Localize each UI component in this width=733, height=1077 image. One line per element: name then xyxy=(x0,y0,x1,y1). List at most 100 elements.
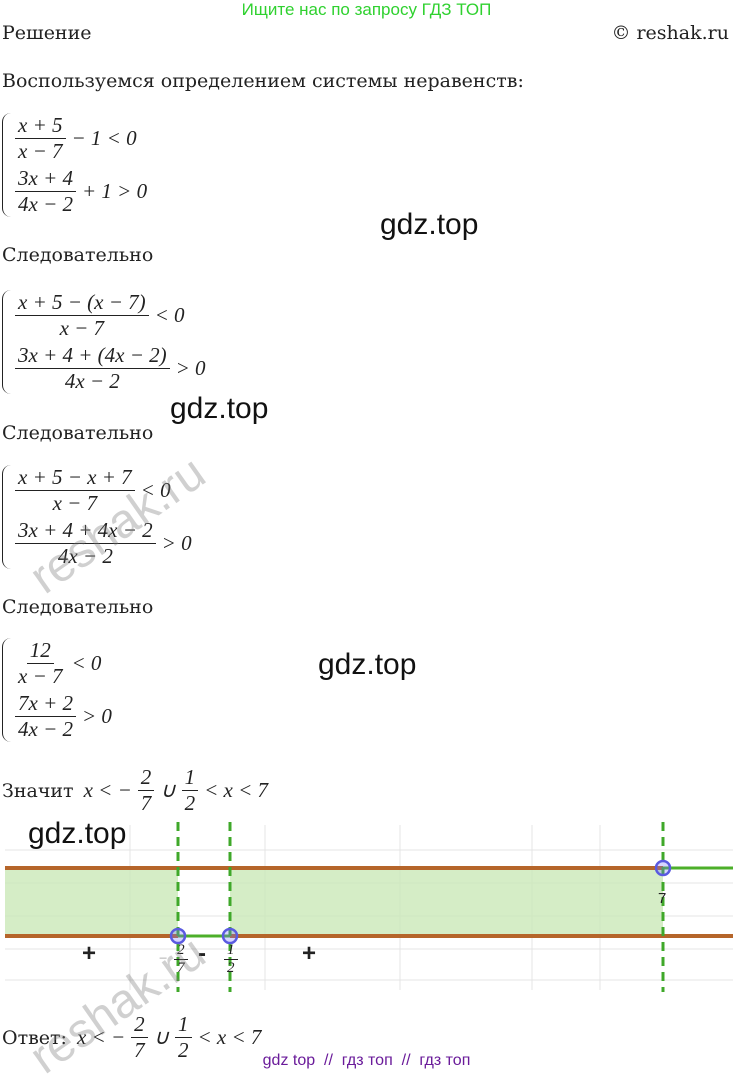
denominator: 4x − 2 xyxy=(18,717,73,741)
copyright: © reshak.ru xyxy=(611,22,729,44)
numerator: x + 5 − (x − 7) xyxy=(15,290,149,316)
numerator: 3x + 4 + 4x − 2 xyxy=(15,518,156,544)
expression: > 0 xyxy=(82,704,112,728)
inequality: 3x + 4 + (4x − 2) 4x − 2 > 0 xyxy=(13,343,210,394)
numerator: 3x + 4 + (4x − 2) xyxy=(15,343,170,369)
expression: > 0 xyxy=(175,356,206,380)
expression: x < − xyxy=(76,1025,126,1049)
connector: Следовательно xyxy=(2,244,154,266)
denominator: 4x − 2 xyxy=(64,369,120,393)
sign: + xyxy=(82,940,97,967)
system-rows: x + 5 − (x − 7) x − 7 < 0 3x + 4 + (4x − 2)… xyxy=(13,290,210,394)
inequality: 7x + 2 4x − 2 > 0 xyxy=(13,691,116,742)
watermark: gdz.top xyxy=(318,648,417,681)
brace xyxy=(2,113,11,217)
inequality: 12 x − 7 < 0 xyxy=(13,638,116,689)
inequality: x + 5 − (x − 7) x − 7 < 0 xyxy=(13,290,210,341)
expression: < 0 xyxy=(140,478,171,502)
numerator: x + 5 − x + 7 xyxy=(15,465,135,491)
numerator: 1 xyxy=(175,1012,192,1038)
watermark: gdz.top xyxy=(170,392,269,425)
numerator: 1 xyxy=(181,765,199,791)
sign: - xyxy=(198,940,206,967)
denominator: x − 7 xyxy=(18,664,63,688)
inequality-system: 12 x − 7 < 0 7x + 2 4x − 2 > 0 xyxy=(2,638,116,742)
denominator: x − 7 xyxy=(18,139,63,163)
brace xyxy=(2,638,11,742)
numerator: 2 xyxy=(137,765,155,791)
fraction: 3x + 4 + (4x − 2) 4x − 2 xyxy=(15,343,170,394)
brace xyxy=(2,290,11,394)
numerator: 12 xyxy=(26,638,54,664)
watermark: gdz.top xyxy=(28,817,127,850)
denominator: 7 xyxy=(177,960,185,976)
numerator: 7x + 2 xyxy=(15,691,76,717)
denominator: 7 xyxy=(134,1038,145,1062)
section-title: Решение xyxy=(2,22,92,44)
word: Ответ: xyxy=(2,1026,67,1049)
connector: Следовательно xyxy=(2,596,154,618)
conclusion: Значит x < −2 7 ∪ 1 2 < x < 7 xyxy=(2,765,272,816)
numerator: 1 xyxy=(224,942,238,960)
numerator: 2 xyxy=(174,942,188,960)
fraction: 3x + 4 4x − 2 xyxy=(15,166,76,217)
numerator: 3x + 4 xyxy=(15,166,76,192)
number-line xyxy=(5,822,733,992)
denominator: x − 7 xyxy=(59,316,105,340)
footer[interactable]: gdz top // гдз топ // гдз топ xyxy=(262,1052,471,1069)
denominator: 2 xyxy=(178,1038,189,1062)
answer: Ответ: x < −2 7 ∪ 1 2 < x < 7 xyxy=(2,1012,265,1063)
inequality-system: x + 5 − (x − 7) x − 7 < 0 3x + 4 + (4x − 2)… xyxy=(2,290,210,394)
denominator: 4x − 2 xyxy=(57,544,113,568)
expression: ∪ xyxy=(153,1025,169,1049)
fraction: 12 x − 7 xyxy=(15,638,66,689)
expression: < 0 xyxy=(71,651,102,675)
sign: + xyxy=(302,940,317,967)
expression: ∪ xyxy=(160,778,176,802)
expression: < x < 7 xyxy=(197,1025,262,1049)
expression: < x < 7 xyxy=(204,778,269,802)
intro: Воспользуемся определением системы нерав… xyxy=(2,70,524,92)
fraction: 7x + 2 4x − 2 xyxy=(15,691,76,742)
fraction: 3x + 4 + 4x − 2 4x − 2 xyxy=(15,518,156,569)
denominator: 7 xyxy=(140,791,152,815)
expression: < 0 xyxy=(154,303,185,327)
connector: Следовательно xyxy=(2,422,154,444)
watermark: gdz.top xyxy=(380,208,479,241)
point-label: 7 xyxy=(658,890,667,907)
sign: − xyxy=(158,951,169,967)
expression: + 1 > 0 xyxy=(82,179,148,203)
denominator: 4x − 2 xyxy=(18,192,73,216)
numerator: 2 xyxy=(131,1012,148,1038)
expression: − 1 < 0 xyxy=(71,126,137,150)
search-hint[interactable]: Ищите нас по запросу ГДЗ ТОП xyxy=(241,0,492,19)
denominator: 2 xyxy=(184,791,196,815)
denominator: x − 7 xyxy=(52,491,98,515)
system-rows: 12 x − 7 < 0 7x + 2 4x − 2 > 0 xyxy=(13,638,116,742)
word: Значит xyxy=(2,779,74,802)
brace xyxy=(2,465,11,569)
expression: > 0 xyxy=(161,531,192,555)
denominator: 2 xyxy=(227,960,235,976)
inequality: 3x + 4 4x − 2 + 1 > 0 xyxy=(13,166,151,217)
inequality: 3x + 4 + 4x − 2 4x − 2 > 0 xyxy=(13,518,196,569)
numerator: x + 5 xyxy=(15,113,66,139)
expression: x < − xyxy=(83,778,132,802)
point-label: −2 7 xyxy=(154,942,190,977)
